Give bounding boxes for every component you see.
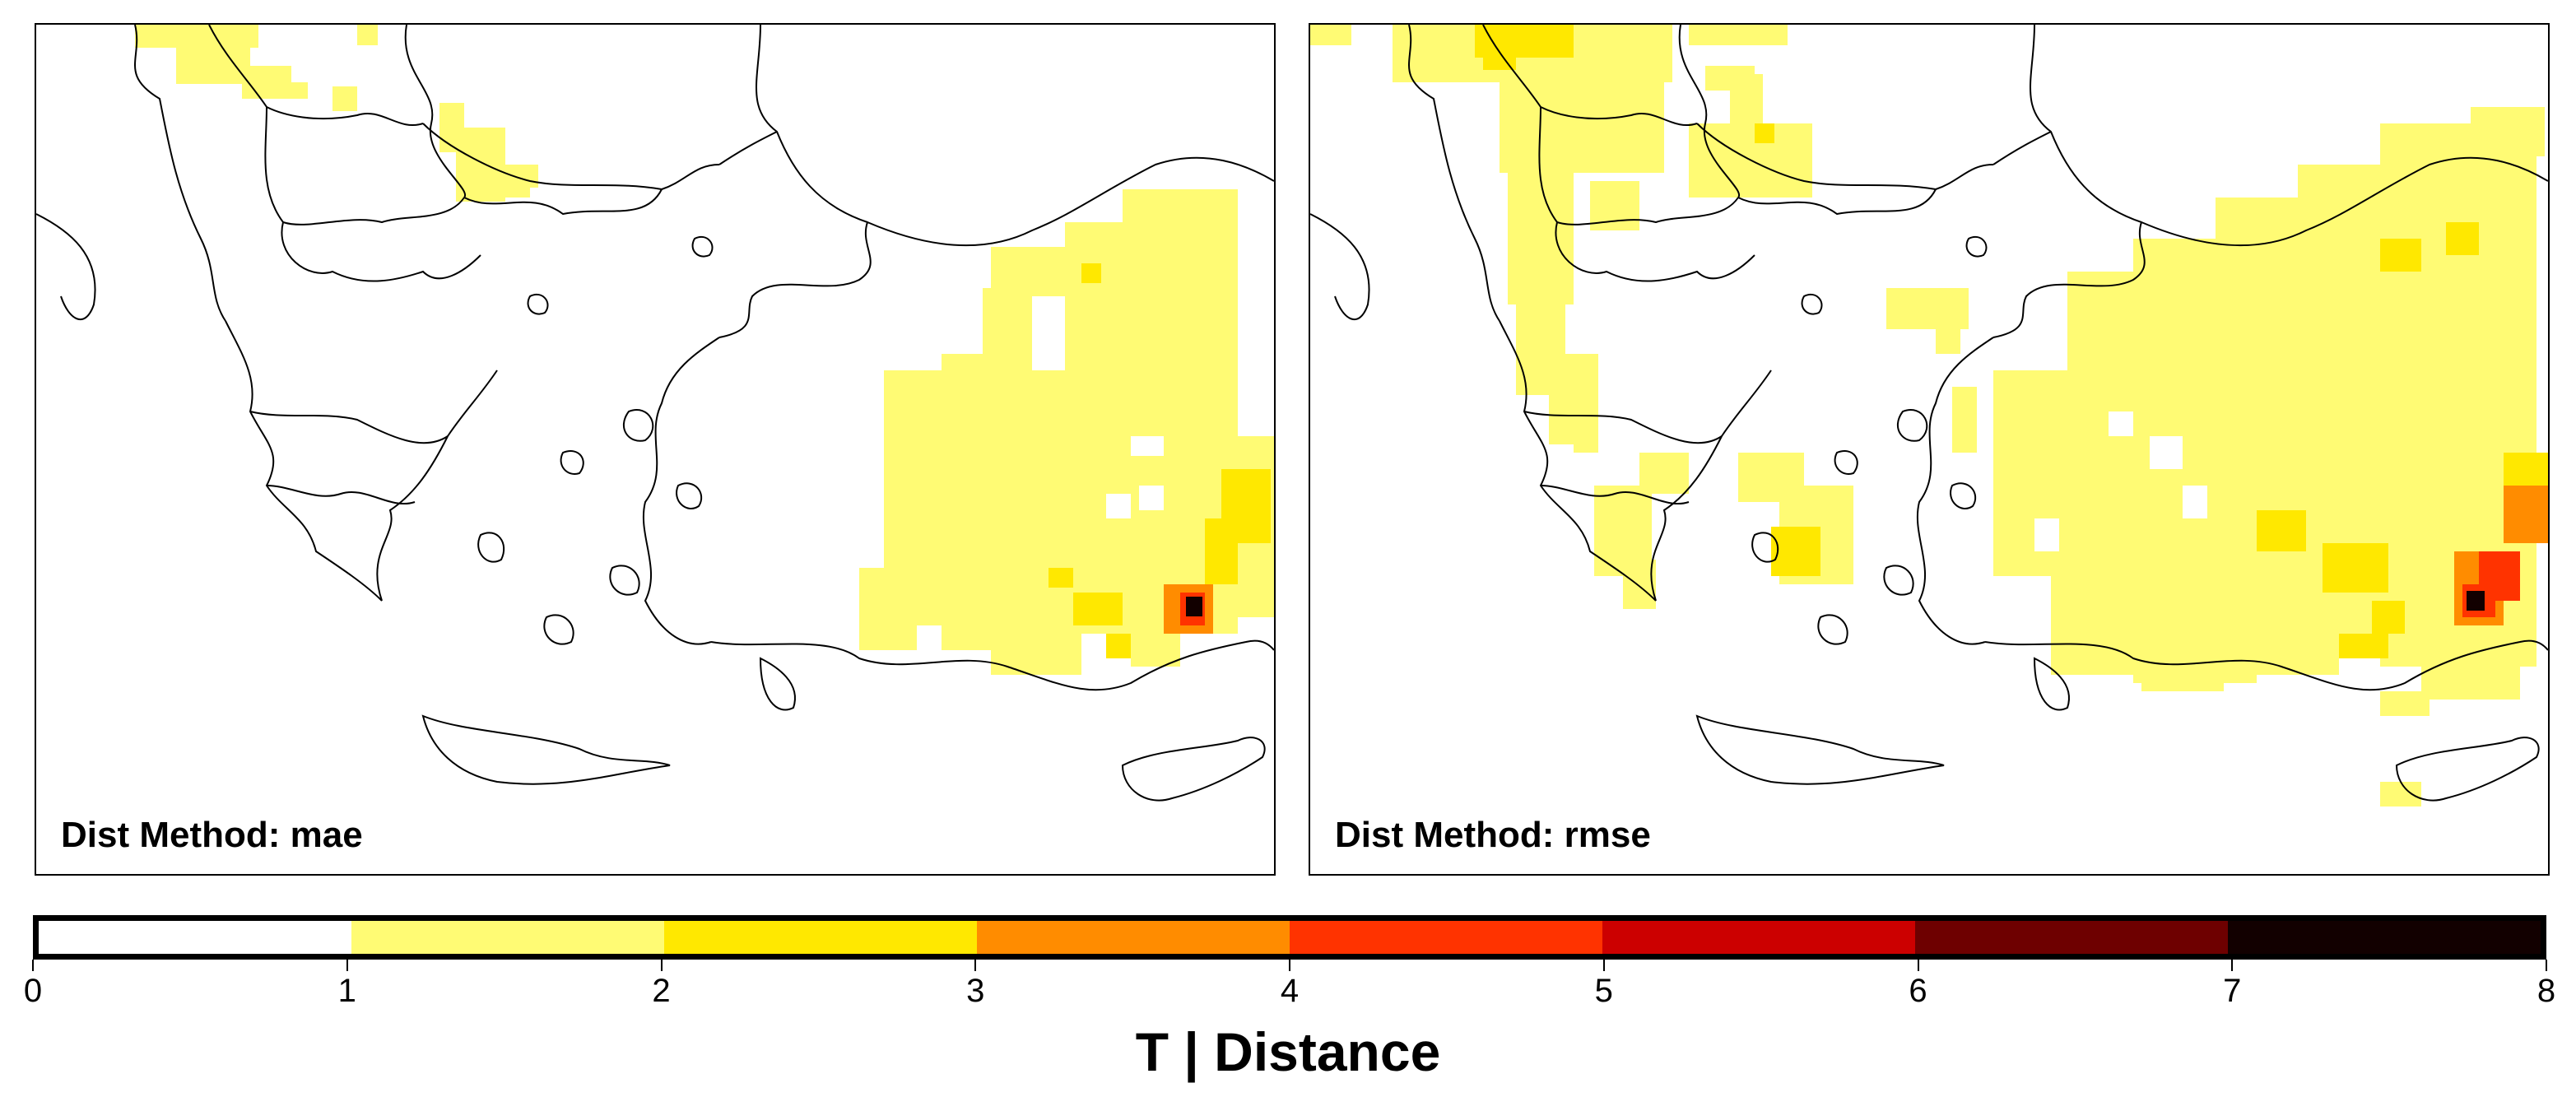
heat-cell: [1755, 123, 1774, 143]
heat-cells-rmse: [1310, 25, 2548, 807]
heat-cell: [1771, 527, 1820, 576]
colorbar-tick: [1917, 960, 1919, 971]
colorbar-tick: [346, 960, 348, 971]
heat-cell: [1689, 25, 1788, 45]
heat-cells-mae: [135, 25, 1274, 675]
colorbar-tick: [660, 960, 663, 971]
heat-cell: [283, 82, 308, 99]
colorbar-tick: [2231, 960, 2234, 971]
coastline-rmse: [1310, 25, 2548, 802]
heat-cell: [1310, 25, 1351, 45]
colorbar-tick-label: 6: [1909, 973, 1927, 1009]
heat-cell: [2323, 543, 2388, 593]
map-panel-mae: Dist Method: mae: [35, 23, 1276, 876]
heat-cell: [2504, 486, 2548, 543]
heat-cell: [2339, 634, 2388, 658]
heat-cell: [859, 568, 942, 625]
heat-cell: [1186, 597, 1202, 616]
colorbar-segment: [977, 921, 1290, 954]
heat-cell: [1131, 634, 1180, 667]
colorbar-tick-label: 2: [652, 973, 671, 1009]
colorbar-tick-label: 1: [337, 973, 356, 1009]
heat-cell: [1936, 329, 1960, 354]
heat-cell: [2257, 510, 2306, 551]
coastline-mae: [36, 25, 1274, 802]
colorbar-tick: [2546, 960, 2547, 971]
heat-cell: [2141, 650, 2224, 691]
colorbar: [33, 915, 2546, 960]
heat-cell: [2380, 239, 2421, 272]
colorbar-tick: [32, 960, 34, 971]
heat-cell: [1106, 634, 1131, 658]
heat-cell: [1131, 436, 1164, 456]
heat-cell: [859, 617, 917, 650]
heat-cell: [2051, 395, 2216, 675]
map-mae: [36, 25, 1274, 802]
panel-label-rmse: Dist Method: rmse: [1335, 815, 1651, 855]
heat-cell: [1639, 453, 1689, 494]
heat-cell: [332, 86, 357, 111]
heat-cell: [2034, 518, 2059, 551]
heat-cell: [1106, 494, 1131, 518]
colorbar-segment: [664, 921, 977, 954]
heat-cell: [1205, 518, 1238, 584]
colorbar-segment: [351, 921, 664, 954]
heat-cell: [1886, 288, 1969, 329]
colorbar-tick-label: 0: [23, 973, 43, 1009]
heat-cell: [1081, 263, 1101, 283]
heat-cell: [1623, 560, 1656, 609]
heat-cell: [2372, 601, 2405, 634]
colorbar-tick: [1289, 960, 1290, 971]
colorbar-tick-label: 8: [2536, 973, 2556, 1009]
heat-cell: [357, 25, 378, 45]
heat-cell: [1073, 593, 1123, 625]
heat-cell: [1483, 45, 1516, 70]
colorbar-tick-label: 7: [2223, 973, 2242, 1009]
colorbar-segment: [1602, 921, 1915, 954]
heat-cell: [2109, 411, 2133, 436]
colorbar-tick-label: 4: [1280, 973, 1300, 1009]
colorbar-tick: [1602, 960, 1605, 971]
heat-cell: [2150, 436, 2183, 469]
heat-cell: [1952, 387, 1977, 453]
heat-cell: [2183, 486, 2207, 518]
colorbar-segment: [1915, 921, 2228, 954]
heat-cell: [1032, 296, 1065, 370]
map-panel-rmse: Dist Method: rmse: [1309, 23, 2550, 876]
heat-cell: [176, 48, 250, 84]
heat-cell: [2380, 782, 2421, 807]
colorbar-segment: [39, 921, 351, 954]
heat-cell: [135, 25, 258, 48]
colorbar-segment: [2228, 921, 2541, 954]
map-rmse: [1310, 25, 2548, 807]
heat-cell: [2467, 591, 2485, 611]
colorbar-tick-label: 3: [966, 973, 985, 1009]
colorbar-segment: [1290, 921, 1602, 954]
heat-cell: [2446, 222, 2479, 255]
colorbar-tick: [974, 960, 977, 971]
heat-cell: [2421, 642, 2520, 700]
heat-cell: [2471, 107, 2545, 156]
colorbar-tick-label: 5: [1594, 973, 1613, 1009]
heat-cell: [1139, 486, 1164, 510]
panel-label-mae: Dist Method: mae: [61, 815, 363, 855]
colorbar-title: T | Distance: [1135, 1021, 1441, 1082]
heat-cell: [514, 165, 538, 188]
heat-cell: [1574, 428, 1598, 453]
heat-cell: [2380, 691, 2430, 716]
heat-cell: [1049, 568, 1073, 588]
